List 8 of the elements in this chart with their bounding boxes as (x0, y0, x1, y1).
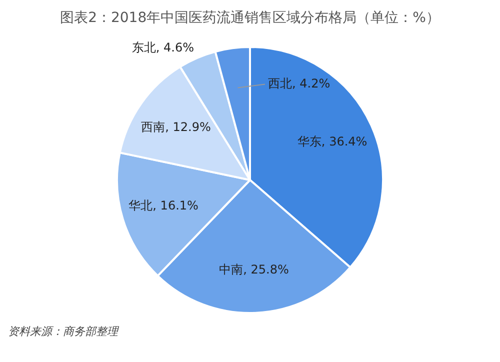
slice-label: 西南, 12.9% (141, 120, 211, 134)
slice-label: 中南, 25.8% (219, 262, 289, 276)
text: 资料来源：商务部整理 (8, 324, 120, 339)
slice-label: 华东, 36.4% (297, 134, 368, 149)
chart-title: 图表2：2018年中国医药流通销售区域分布格局（单位：%） (59, 9, 441, 28)
slice-label: 华北, 16.1% (128, 198, 198, 213)
slice-label: 东北, 4.6% (132, 40, 194, 54)
slice-label: 西北, 4.2% (268, 76, 330, 90)
